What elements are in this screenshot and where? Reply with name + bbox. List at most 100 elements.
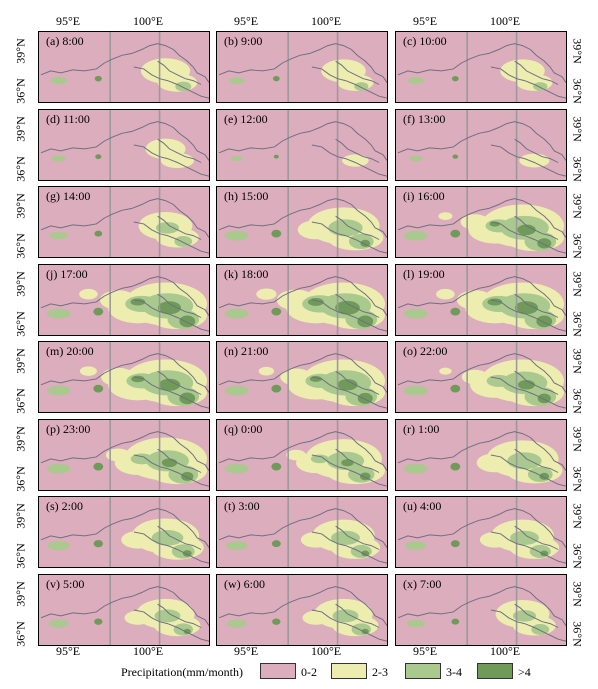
precip-3-4-area (47, 541, 70, 551)
precip-3-4-area (328, 219, 363, 237)
region-boundary (311, 299, 387, 332)
precip-gt4-area (158, 378, 181, 391)
region-boundary (490, 531, 566, 564)
precip-3-4-area (48, 619, 69, 628)
region-boundary (157, 370, 202, 395)
map-panel: (w) 6:00 (216, 573, 388, 646)
lat-label-left: 39°N (13, 580, 28, 607)
precip-3-4-area (485, 219, 513, 233)
precip-3-4-area (46, 385, 71, 396)
region-boundary (133, 376, 209, 409)
precip-gt4-area (341, 458, 354, 466)
precip-2-3-area (256, 288, 277, 300)
precip-gt4-area (335, 300, 360, 315)
lat-label-left: 39°N (13, 115, 28, 142)
precip-gt4-area (451, 618, 460, 625)
precip-gt4-area (93, 307, 104, 316)
panel-map (40, 32, 209, 102)
region-boundary (218, 585, 387, 626)
lat-label-right: 39°N (570, 580, 585, 607)
region-boundary (133, 144, 209, 177)
panel-label: (e) 12:00 (224, 111, 268, 126)
lat-label-left: 39°N (13, 38, 28, 64)
panel-label: (u) 4:00 (403, 499, 442, 513)
precip-gt4-area (94, 75, 102, 82)
precip-2-3-area (105, 447, 131, 462)
lat-label-left: 36°N (13, 233, 28, 259)
map-panel: (a) 8:00 (38, 31, 210, 103)
panel-label: (r) 1:00 (403, 421, 440, 436)
precip-gt4-area (450, 229, 461, 238)
panel-label: (k) 18:00 (224, 266, 269, 281)
panel-label: (t) 3:00 (224, 499, 260, 513)
precip-2-3-area (79, 366, 97, 376)
region-boundary (514, 138, 559, 163)
precip-gt4-area (272, 76, 280, 82)
lat-label-right: 39°N (570, 348, 585, 374)
panel-map (397, 574, 566, 645)
region-boundary (133, 609, 209, 642)
precip-3-4-area (332, 608, 359, 622)
precip-gt4-area (93, 539, 103, 548)
map-panel: (i) 16:00 (395, 186, 567, 258)
panel-map (218, 264, 387, 335)
precip-3-4-area (230, 155, 243, 161)
map-panel: (k) 18:00 (216, 263, 388, 336)
lat-label-left: 39°N (13, 270, 28, 297)
precip-3-4-area (154, 608, 181, 622)
precip-gt4-area (337, 379, 358, 391)
lat-label-right: 36°N (570, 465, 585, 492)
map-panel: (r) 1:00 (395, 418, 567, 491)
precip-gt4-area (93, 462, 104, 471)
legend: Precipitation(mm/month) 0-2 2-3 3-4 >4 (0, 661, 598, 685)
panel-map (397, 264, 566, 335)
precip-gt4-area (273, 154, 279, 159)
region-boundary (133, 454, 209, 487)
precip-3-4-area (507, 451, 542, 469)
precip-gt4-area (514, 300, 539, 314)
precip-2-3-area (438, 212, 453, 221)
region-boundary (157, 293, 202, 318)
precip-3-4-area (310, 454, 329, 463)
lat-label-right: 36°N (570, 388, 585, 414)
region-boundary (40, 508, 209, 548)
region-boundary (311, 221, 387, 254)
region-boundary (514, 603, 559, 628)
lat-label-left: 39°N (13, 425, 28, 452)
precip-3-4-area (403, 463, 428, 473)
map-panel: (c) 10:00 (395, 31, 567, 103)
legend-label-0-2: 0-2 (301, 665, 317, 679)
precip-2-3-area (461, 369, 489, 385)
map-panel: (j) 17:00 (38, 263, 210, 336)
panel-map (397, 419, 566, 490)
map-panel: (e) 12:00 (216, 108, 388, 181)
region-boundary (157, 603, 202, 628)
lon-label-top: 100°E (133, 14, 164, 28)
map-panel: (p) 23:00 (38, 418, 210, 491)
lon-label-top: 95°E (56, 14, 81, 28)
precip-3-4-area (224, 230, 249, 241)
precip-3-4-area (405, 541, 427, 550)
region-boundary (490, 221, 566, 254)
region-boundary (40, 353, 209, 393)
precip-3-4-area (403, 308, 428, 318)
legend-label-3-4: 3-4 (446, 665, 462, 679)
lat-label-right: 39°N (570, 38, 585, 64)
lat-label-right: 39°N (570, 503, 585, 529)
region-boundary (40, 43, 209, 83)
precip-2-3-area (160, 152, 194, 168)
legend-swatch-0-2 (260, 663, 296, 679)
precip-gt4-area (450, 462, 461, 471)
precip-3-4-area (49, 231, 69, 240)
lat-label-right: 36°N (570, 155, 585, 182)
region-boundary (514, 448, 559, 473)
precip-gt4-area (94, 230, 103, 237)
lat-label-left: 36°N (13, 388, 28, 414)
precip-3-4-area (224, 385, 249, 396)
precip-2-3-area (302, 610, 330, 625)
region-boundary (335, 370, 380, 395)
precip-gt4-area (272, 617, 281, 625)
precip-3-4-area (151, 530, 184, 546)
region-boundary (40, 275, 209, 316)
